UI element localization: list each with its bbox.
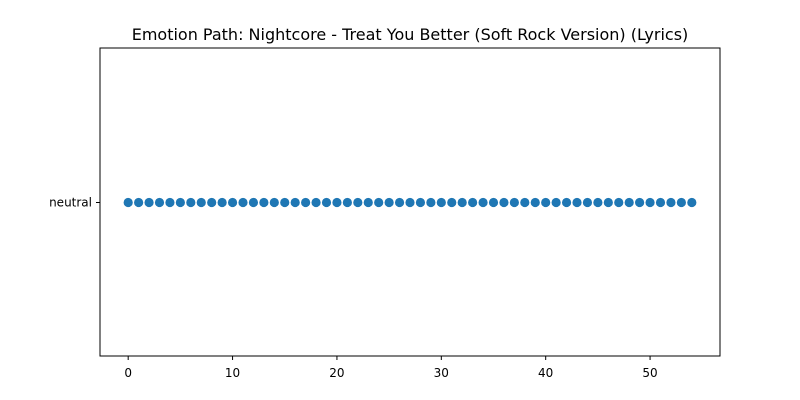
data-point <box>363 197 373 208</box>
data-point <box>280 197 290 208</box>
x-tick-label: 20 <box>329 366 344 380</box>
data-point <box>175 197 185 208</box>
data-point <box>415 197 426 208</box>
data-point <box>635 197 645 208</box>
data-point <box>123 197 133 208</box>
data-point <box>342 197 352 208</box>
x-tick-label: 50 <box>642 366 657 380</box>
data-point <box>457 197 467 208</box>
x-tick-label: 40 <box>538 366 553 380</box>
y-axis: neutral <box>49 196 100 210</box>
data-point <box>561 197 572 208</box>
data-point <box>582 197 593 208</box>
data-point <box>593 197 603 208</box>
data-point <box>572 197 582 208</box>
data-point <box>238 197 248 208</box>
data-point <box>154 197 165 208</box>
x-tick-label: 30 <box>434 366 449 380</box>
data-point <box>196 197 206 208</box>
data-point <box>405 197 415 208</box>
data-point <box>353 197 363 208</box>
data-point <box>551 197 561 208</box>
data-point <box>269 197 279 208</box>
x-axis: 0 10 20 30 40 50 <box>124 356 658 380</box>
data-point <box>426 197 436 208</box>
data-point <box>290 197 300 208</box>
data-point <box>144 197 154 208</box>
data-point <box>259 197 269 208</box>
data-point <box>499 197 509 208</box>
data-point <box>207 197 217 208</box>
data-point <box>541 197 551 208</box>
data-point <box>186 197 196 208</box>
data-point <box>217 197 227 208</box>
y-tick-label: neutral <box>49 196 92 210</box>
data-point <box>687 197 697 208</box>
chart-title: Emotion Path: Nightcore - Treat You Bett… <box>132 25 689 44</box>
data-point <box>394 197 405 208</box>
data-point <box>321 197 332 208</box>
data-point <box>436 197 446 208</box>
data-point <box>655 197 666 208</box>
data-point <box>676 197 686 208</box>
data-point <box>478 197 488 208</box>
data-point <box>248 197 259 208</box>
data-point <box>509 197 519 208</box>
data-point <box>468 197 478 208</box>
data-points <box>123 197 697 208</box>
data-point <box>165 197 175 208</box>
data-point <box>520 197 530 208</box>
data-point <box>603 197 613 208</box>
data-point <box>134 197 144 208</box>
data-point <box>227 197 238 208</box>
data-point <box>530 197 540 208</box>
data-point <box>374 197 384 208</box>
data-point <box>666 197 676 208</box>
x-tick-label: 10 <box>225 366 240 380</box>
data-point <box>645 197 655 208</box>
data-point <box>332 197 342 208</box>
data-point <box>447 197 457 208</box>
data-point <box>301 197 311 208</box>
x-tick-label: 0 <box>124 366 132 380</box>
data-point <box>384 197 394 208</box>
data-point <box>488 197 499 208</box>
data-point <box>311 197 321 208</box>
data-point <box>624 197 634 208</box>
data-point <box>614 197 624 208</box>
